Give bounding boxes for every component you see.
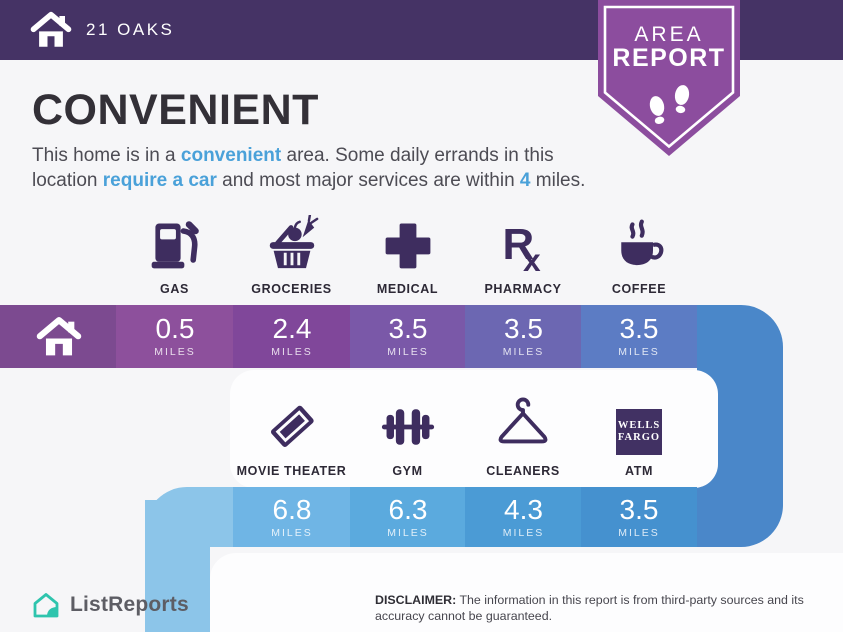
amenity-gas: GAS xyxy=(116,211,233,296)
area-report-badge: AREA REPORT xyxy=(598,0,740,156)
listreports-brand: ListReports xyxy=(30,590,189,620)
distance-cleaners: 4.3 MILES xyxy=(465,487,582,547)
listreports-logo-icon xyxy=(33,593,59,618)
page-title: CONVENIENT xyxy=(32,86,319,134)
amenity-movie-theater: MOVIE THEATER xyxy=(233,393,350,478)
amenity-atm: WELLS FARGO ATM xyxy=(581,393,697,478)
footer-card xyxy=(210,553,843,632)
description: This home is in a convenient area. Some … xyxy=(32,145,586,192)
hanger-icon xyxy=(498,397,548,444)
medical-cross-icon xyxy=(385,223,430,269)
gas-pump-icon xyxy=(151,221,199,269)
house-icon xyxy=(36,316,81,355)
disclaimer-label: DISCLAIMER: xyxy=(375,593,457,607)
amenity-cleaners: CLEANERS xyxy=(465,393,581,478)
brand-name: ListReports xyxy=(70,593,189,616)
ribbon-left-column xyxy=(145,500,210,632)
distance-gym: 6.3 MILES xyxy=(350,487,466,547)
amenity-coffee: COFFEE xyxy=(581,211,697,296)
badge-line2: REPORT xyxy=(612,44,725,72)
wells-fargo-logo: WELLS FARGO xyxy=(616,409,662,455)
disclaimer: DISCLAIMER: The information in this repo… xyxy=(375,592,825,625)
distance-movie-theater: 6.8 MILES xyxy=(233,487,351,547)
distance-gas: 0.5 MILES xyxy=(116,305,234,368)
dumbbell-icon xyxy=(381,409,434,445)
amenity-pharmacy: R x PHARMACY xyxy=(465,211,581,296)
disclaimer-text: The information in this report is from t… xyxy=(375,593,804,624)
svg-text:R: R xyxy=(502,220,534,269)
distance-medical: 3.5 MILES xyxy=(350,305,466,368)
house-icon xyxy=(30,11,72,47)
amenity-medical: MEDICAL xyxy=(350,211,465,296)
home-segment xyxy=(0,305,117,368)
distance-groceries: 2.4 MILES xyxy=(233,305,351,368)
movie-ticket-icon xyxy=(270,405,314,448)
property-name: 21 OAKS xyxy=(86,20,175,39)
rx-icon: R x xyxy=(502,220,541,273)
distance-pharmacy: 3.5 MILES xyxy=(465,305,582,368)
footprints-icon xyxy=(649,85,690,124)
amenity-groceries: GROCERIES xyxy=(233,211,350,296)
coffee-cup-icon xyxy=(621,219,664,266)
badge-line1: AREA xyxy=(634,23,703,46)
amenity-gym: GYM xyxy=(350,393,465,478)
svg-text:x: x xyxy=(523,242,541,273)
distance-atm: 3.5 MILES xyxy=(581,487,697,547)
grocery-basket-icon xyxy=(269,215,318,269)
distance-coffee: 3.5 MILES xyxy=(581,305,697,368)
